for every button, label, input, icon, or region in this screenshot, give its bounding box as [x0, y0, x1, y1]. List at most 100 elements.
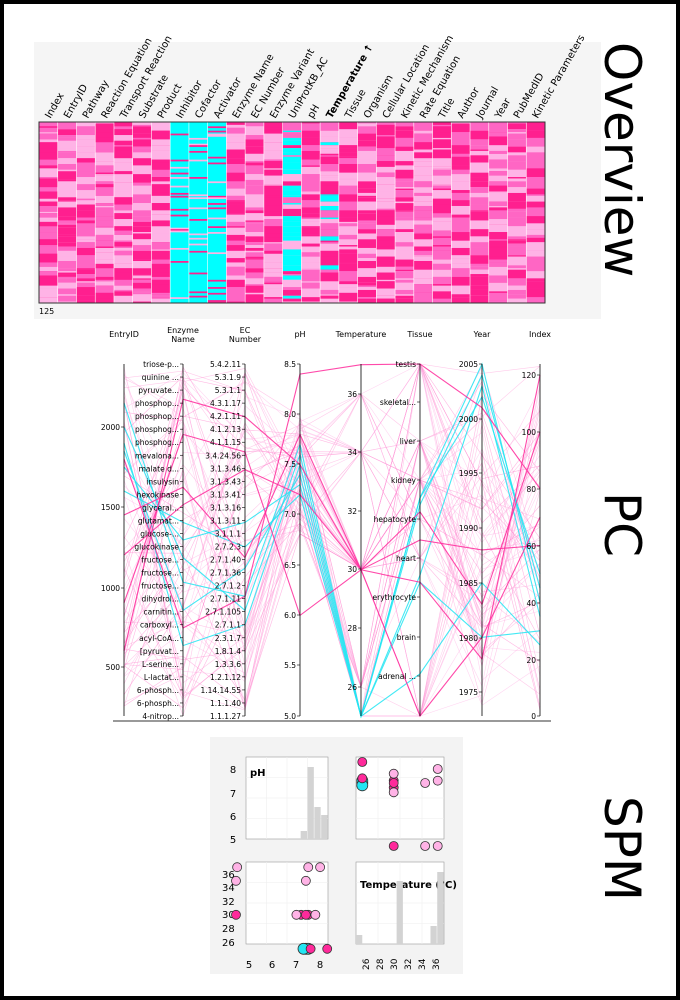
pc-polyline[interactable] [123, 371, 541, 705]
spm-point-temp-ph[interactable] [231, 875, 241, 886]
overview-column-cells[interactable] [357, 122, 377, 303]
pc-polyline-highlight[interactable] [123, 395, 541, 717]
pc-polyline[interactable] [123, 375, 541, 689]
spm-point-temp-ph[interactable] [300, 909, 311, 920]
spm-point-ph-temp[interactable] [357, 757, 368, 767]
pc-polyline[interactable] [123, 393, 541, 684]
pc-polyline[interactable] [123, 415, 541, 628]
pc-polyline-highlight[interactable] [123, 433, 541, 571]
overview-heatmap-cells[interactable] [38, 122, 545, 304]
overview-column-cells[interactable] [301, 122, 321, 303]
pc-polyline[interactable] [123, 368, 541, 717]
pc-polyline[interactable] [123, 400, 541, 698]
spm-content[interactable]: pH Temperature (°C) 8 7 6 5 36 34 32 30 28 26 5 6 7 8 26… [222, 756, 457, 971]
spm-point-ph-temp[interactable] [388, 841, 399, 851]
spm-point-ph-temp[interactable] [432, 775, 443, 786]
spm-point-ph-temp[interactable] [432, 764, 443, 774]
pc-polyline[interactable] [123, 393, 541, 647]
overview-column-cells[interactable] [320, 122, 339, 303]
overview-column-cells[interactable] [282, 122, 302, 303]
pc-polyline[interactable] [123, 440, 541, 643]
overview-column-cells[interactable] [526, 122, 545, 303]
pc-polyline[interactable] [123, 394, 541, 718]
pc-polyline[interactable] [123, 362, 541, 629]
pc-polylines[interactable] [123, 362, 541, 719]
overview-column-cells[interactable] [376, 122, 396, 303]
pc-polyline[interactable] [123, 381, 541, 655]
pc-polyline-highlight[interactable] [123, 383, 541, 718]
overview-column-cells[interactable] [151, 122, 171, 303]
spm-point-temp-ph[interactable] [231, 909, 241, 920]
overview-column-cells[interactable] [432, 122, 452, 303]
pc-polyline[interactable] [123, 495, 541, 677]
scatterplot-matrix-panel[interactable]: pH Temperature (°C) 8 7 6 5 36 34 32 30 28 26 5 6 7 8 26… [210, 737, 463, 974]
pc-polyline[interactable] [123, 370, 541, 695]
pc-polyline[interactable] [123, 420, 541, 653]
pc-polyline[interactable] [123, 386, 541, 687]
spm-ph-temp-scatter-panel[interactable] [355, 756, 445, 840]
pc-polyline[interactable] [123, 386, 541, 633]
pc-polyline[interactable] [123, 393, 541, 677]
pc-polyline-highlight[interactable] [123, 363, 541, 629]
spm-point-temp-ph[interactable] [232, 862, 243, 873]
spm-point-ph-temp[interactable] [420, 778, 431, 788]
pc-axis-tissue[interactable]: Tissue testis skeletal... liver kidney hepato… [373, 330, 433, 716]
overview-column-cells[interactable] [395, 122, 414, 303]
overview-column-cells[interactable] [507, 122, 527, 303]
pc-polyline[interactable] [123, 363, 541, 629]
pc-axis-index[interactable]: Index 120 100 80 60 40 20 0 [522, 330, 552, 721]
overview-column-cells[interactable] [245, 122, 264, 303]
overview-column-cells[interactable] [113, 122, 133, 303]
overview-column-cells[interactable] [488, 122, 508, 303]
overview-column-cells[interactable] [76, 122, 96, 303]
pc-polyline[interactable] [123, 363, 541, 634]
spm-point-temp-ph[interactable] [303, 862, 314, 873]
pc-polyline-highlight[interactable] [123, 431, 541, 617]
pc-axis-ec-number[interactable]: EC Number 5.4.2.11 5.3.1.9 5.3.1.1 4.3.1.17 4.… [200, 326, 261, 721]
pc-polyline-highlight[interactable] [123, 398, 541, 718]
pc-polyline[interactable] [123, 367, 541, 674]
pc-polyline[interactable] [123, 395, 541, 718]
pc-polyline[interactable] [123, 422, 541, 695]
pc-polyline[interactable] [123, 465, 541, 717]
spm-point-ph-temp[interactable] [432, 841, 443, 851]
overview-column-cells[interactable] [95, 122, 114, 303]
pc-polyline[interactable] [123, 444, 541, 707]
spm-point-temp-ph[interactable] [305, 943, 316, 954]
spm-temp-ph-scatter-panel[interactable] [245, 861, 329, 945]
pc-polyline[interactable] [123, 393, 541, 708]
spm-point-ph-temp[interactable] [357, 773, 368, 784]
pc-polyline-highlight[interactable] [123, 442, 541, 718]
pc-polyline[interactable] [123, 363, 541, 664]
pc-polyline-highlight[interactable] [123, 373, 541, 719]
overview-column-cells[interactable] [170, 122, 189, 303]
pc-polyline[interactable] [123, 373, 541, 590]
overview-column-cells[interactable] [207, 122, 227, 304]
pc-polyline-highlight[interactable] [123, 362, 541, 717]
overview-column-cells[interactable] [57, 122, 77, 303]
spm-point-temp-ph[interactable] [300, 875, 311, 886]
spm-point-ph-temp[interactable] [388, 778, 399, 788]
spm-point-ph-temp[interactable] [388, 768, 399, 779]
pc-polyline-highlight[interactable] [123, 466, 541, 718]
spm-point-temp-ph[interactable] [322, 943, 333, 954]
overview-column-cells[interactable] [263, 122, 283, 303]
overview-column-cells[interactable] [338, 122, 358, 303]
spm-point-temp-ph[interactable] [310, 909, 321, 920]
pc-polyline[interactable] [123, 377, 541, 717]
pc-axis-enzyme-name[interactable]: Enzyme Name triose-p... quinine ... pyruvate… [134, 326, 199, 721]
pc-axis-temperature[interactable]: Temperature 36 34 32 30 28 26 [335, 330, 387, 716]
pc-axis-entryid[interactable]: EntryID 2000 1500 1000 500 [101, 330, 139, 716]
spm-point-temp-ph[interactable] [315, 862, 326, 873]
pc-axis-ph[interactable]: pH 8.5 8.0 7.5 7.0 6.5 6.0 5.5 5.0 [284, 330, 305, 721]
overview-column-cells[interactable] [132, 122, 152, 303]
pc-polyline[interactable] [123, 408, 541, 718]
pc-axis-year[interactable]: Year 2005 2000 1995 1990 1985 1980 1975 [459, 330, 491, 716]
spm-point-ph-temp[interactable] [420, 841, 431, 851]
spm-point-temp-ph[interactable] [291, 909, 302, 920]
overview-column-cells[interactable] [470, 122, 489, 303]
pc-polyline[interactable] [123, 375, 541, 717]
pc-polyline[interactable] [123, 363, 541, 656]
